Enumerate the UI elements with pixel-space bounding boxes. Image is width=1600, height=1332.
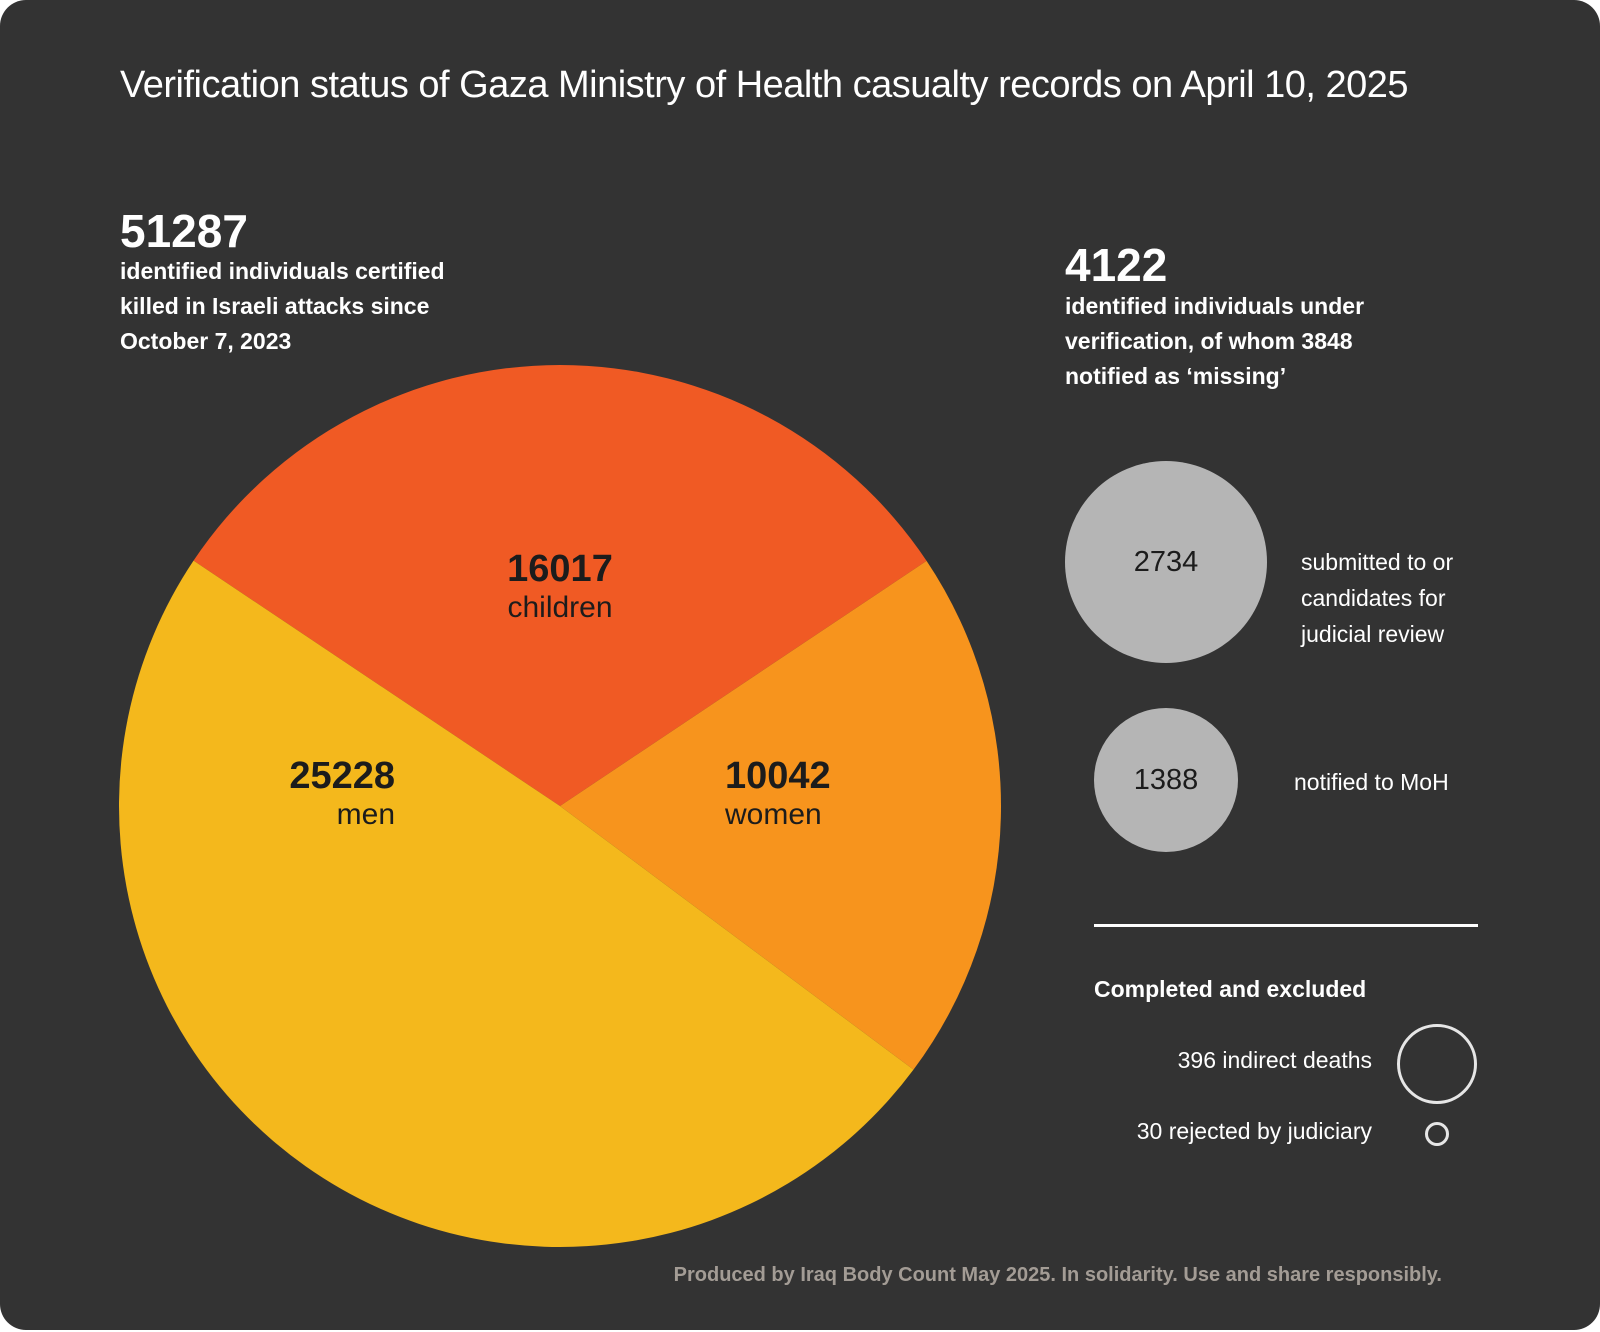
judicial-review-label-line: submitted to or — [1301, 549, 1454, 575]
pie-slice-women — [560, 560, 1001, 1070]
completed-title: Completed and excluded — [1094, 976, 1367, 1002]
rejected-judiciary-circle — [1425, 1122, 1449, 1146]
pie-label-children: children — [507, 591, 612, 624]
judicial-review-bubble: 2734 — [1065, 461, 1267, 663]
notified-moh-label-line: notified to MoH — [1294, 769, 1449, 795]
certified-description-line: identified individuals certified — [120, 258, 445, 284]
judicial-review-value: 2734 — [1133, 545, 1199, 578]
verification-description-line: identified individuals under — [1065, 293, 1365, 319]
certified-description: identified individuals certified killed … — [120, 254, 445, 359]
notified-moh-value: 1388 — [1133, 763, 1199, 796]
verification-description-line: verification, of whom 3848 — [1065, 328, 1353, 354]
judicial-review-label-line: judicial review — [1301, 621, 1445, 647]
indirect-deaths-label: 396 indirect deaths — [1177, 1047, 1372, 1073]
pie-label-women: women — [724, 798, 822, 831]
pie-value-children: 16017 — [507, 548, 613, 590]
section-divider — [1094, 924, 1478, 927]
verification-description: identified individuals under verificatio… — [1065, 289, 1364, 394]
verification-description-line: notified as ‘missing’ — [1065, 363, 1287, 389]
pie-slice-children — [193, 364, 927, 806]
rejected-judiciary-label: 30 rejected by judiciary — [1136, 1118, 1372, 1144]
footer-credit: Produced by Iraq Body Count May 2025. In… — [673, 1264, 1442, 1286]
certified-description-line: October 7, 2023 — [120, 328, 292, 354]
judicial-review-label-line: candidates for — [1301, 585, 1446, 611]
judicial-review-label: submitted to or candidates for judicial … — [1301, 544, 1453, 652]
notified-moh-bubble: 1388 — [1094, 708, 1238, 852]
chart-title: Verification status of Gaza Ministry of … — [120, 64, 1409, 106]
verification-total: 4122 — [1065, 239, 1168, 291]
pie-value-women: 10042 — [725, 755, 831, 797]
pie-value-men: 25228 — [289, 755, 395, 797]
pie-label-men: men — [337, 798, 395, 831]
notified-moh-label: notified to MoH — [1294, 764, 1449, 800]
certified-total: 51287 — [120, 205, 248, 257]
indirect-deaths-circle — [1397, 1024, 1477, 1104]
pie-slice-men — [119, 560, 914, 1247]
certified-description-line: killed in Israeli attacks since — [120, 293, 430, 319]
